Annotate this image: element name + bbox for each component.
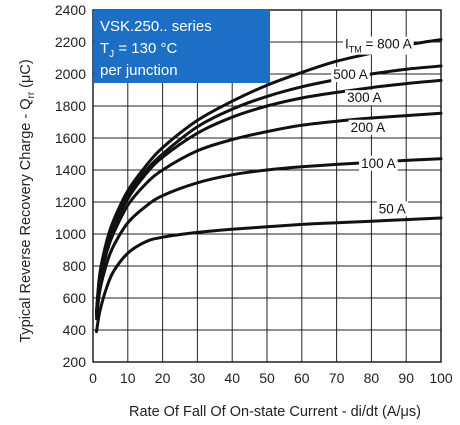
y-tick-label: 1000 [55, 226, 86, 242]
curve-label-background [331, 67, 370, 82]
x-tick-label: 40 [224, 370, 240, 386]
x-tick-label: 30 [190, 370, 206, 386]
y-tick-label: 1800 [55, 98, 86, 114]
y-axis-title-subscript: rr [26, 91, 37, 98]
curve-label-500-a: 500 A [333, 67, 368, 82]
y-tick-labels: 200 400 600 800 1000 1200 1400 1600 1800 2000 2200… [55, 2, 86, 370]
x-tick-label: 80 [364, 370, 380, 386]
x-tick-labels: 0 10 20 30 40 50 60 70 80 90 100 [89, 370, 453, 386]
y-tick-label: 200 [63, 354, 87, 370]
y-tick-label: 2200 [55, 34, 86, 50]
x-axis-title: Rate Of Fall Of On-state Current - di/dt… [129, 404, 421, 420]
y-tick-label: 400 [63, 322, 87, 338]
x-tick-label: 50 [259, 370, 275, 386]
y-tick-label: 600 [63, 290, 87, 306]
annotation-temperature-subscript: J [109, 49, 114, 60]
y-tick-label: 1200 [55, 194, 86, 210]
series-curves [95, 38, 443, 334]
curve-label-300-a: 300 A [347, 90, 382, 105]
curve-label-background [376, 201, 408, 217]
y-axis-title: Typical Reverse Recovery Charge - Qrr (μ… [18, 59, 37, 342]
curve-label-800-a: ITM = 800 A [345, 37, 412, 55]
annotation-temperature-symbol: T [100, 40, 109, 57]
x-tick-label: 60 [294, 370, 310, 386]
y-axis-title-unit: (μC) [18, 59, 34, 92]
curve-label-background [348, 119, 388, 135]
annotation-temperature: TJ = 130 °C [100, 40, 177, 60]
y-tick-label: 1600 [55, 130, 86, 146]
series-line-300-a [95, 78, 443, 316]
annotation-box: VSK.250.. series TJ = 130 °C per junctio… [94, 10, 270, 83]
curve-label-background [343, 36, 414, 55]
x-tick-label: 10 [120, 370, 136, 386]
y-axis-title-main: Typical Reverse Recovery Charge - Q [18, 99, 34, 343]
x-tick-label: 90 [398, 370, 414, 386]
annotation-temperature-value: = 130 °C [114, 40, 177, 57]
x-tick-label: 20 [155, 370, 171, 386]
series-line-500-a [95, 64, 443, 314]
y-tick-label: 2400 [55, 2, 86, 18]
curve-label-100-a: 100 A [361, 156, 396, 171]
y-tick-label: 800 [63, 258, 87, 274]
x-tick-label: 0 [89, 370, 97, 386]
curve-label-background [359, 155, 398, 171]
annotation-series: VSK.250.. series [100, 18, 212, 35]
curve-label-background [345, 90, 384, 106]
y-tick-label: 2000 [55, 66, 86, 82]
annotation-junction: per junction [100, 62, 178, 79]
series-line-200-a [95, 111, 443, 318]
x-tick-label: 70 [329, 370, 345, 386]
annotation-box-background [94, 10, 270, 83]
curve-label-200-a: 200 A [351, 120, 386, 135]
series-line-50-a [95, 216, 443, 334]
curve-labels: ITM = 800 A 500 A 300 A 200 A 100 A 50 A [331, 36, 414, 217]
y-tick-label: 1400 [55, 162, 86, 178]
curve-label-50-a: 50 A [379, 201, 406, 216]
x-tick-label: 100 [429, 370, 453, 386]
